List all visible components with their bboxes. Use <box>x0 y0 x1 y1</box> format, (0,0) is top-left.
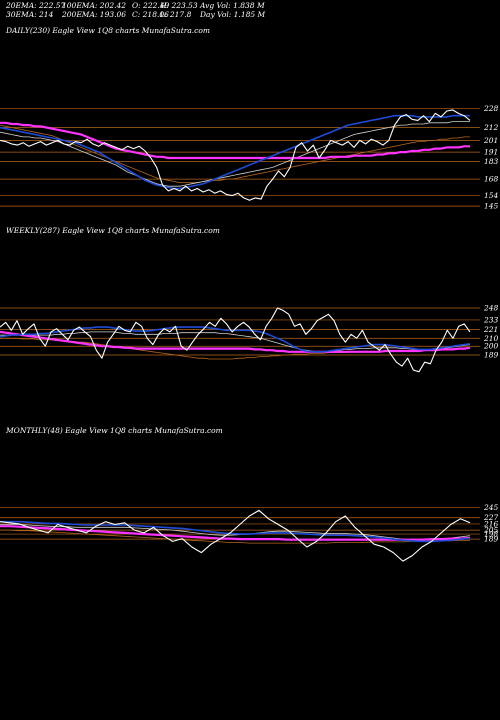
monthly-panel-label: MONTHLY(48) Eagle View 1Q8 charts Munafa… <box>6 426 223 435</box>
stat-open: O: 222.49 <box>132 1 170 10</box>
tick-label-189: 189 <box>484 535 499 544</box>
stat-day-vol: Day Vol: 1.185 M <box>200 10 266 19</box>
tick-label-227: 227 <box>483 513 499 522</box>
stat-200ema: 200EMA: 193.06 <box>62 10 127 19</box>
series-ema-blue-line <box>0 326 471 353</box>
tick-label-248: 248 <box>483 303 499 312</box>
stat-100ema: 100EMA: 202.42 <box>62 1 127 10</box>
tick-label-189: 189 <box>484 350 499 359</box>
series-ema-blue-line <box>0 520 471 543</box>
series-ema-magenta-line <box>0 330 471 353</box>
tick-label-245: 245 <box>483 503 499 512</box>
tick-label-145: 145 <box>484 202 499 211</box>
series-price-line <box>0 509 471 562</box>
series-price-line <box>0 307 471 373</box>
tick-label-233: 233 <box>483 315 499 324</box>
stat-20ema: 20EMA: 222.57 <box>6 1 66 10</box>
tick-label-205: 205 <box>483 526 499 535</box>
tick-label-200: 200 <box>483 342 499 351</box>
tick-label-183: 183 <box>484 157 499 166</box>
stat-30ema: 30EMA: 214 <box>6 10 54 19</box>
series-ema-brown-line <box>0 529 470 544</box>
series-price-line <box>0 109 471 201</box>
tick-label-191: 191 <box>484 148 498 157</box>
series-ema-blue-line <box>0 114 470 190</box>
tick-label-168: 168 <box>484 175 499 184</box>
series-ema-white-line <box>0 121 470 187</box>
tick-label-212: 212 <box>483 123 499 132</box>
stat-avg-vol: Avg Vol: 1.838 M <box>200 1 265 10</box>
tick-label-228: 228 <box>483 104 499 113</box>
stat-high: H: 223.53 <box>160 1 198 10</box>
daily-panel-label: DAILY(230) Eagle View 1Q8 charts MunafaS… <box>6 26 211 35</box>
series-ema-magenta-line <box>0 121 470 160</box>
tick-label-201: 201 <box>483 136 498 145</box>
tick-label-154: 154 <box>484 191 499 200</box>
tick-label-198: 198 <box>484 530 499 539</box>
tick-label-210: 210 <box>483 334 499 343</box>
weekly-panel-label: WEEKLY(287) Eagle View 1Q8 charts Munafa… <box>6 226 220 235</box>
tick-label-216: 216 <box>483 519 499 528</box>
series-ema-white-line <box>0 331 471 353</box>
stat-close: C: 218.06 <box>132 10 169 19</box>
stat-low: L: 217.8 <box>160 10 192 19</box>
tick-label-221: 221 <box>483 325 498 334</box>
series-ema-brown-line <box>0 124 470 184</box>
series-ema-white-line <box>0 524 471 541</box>
